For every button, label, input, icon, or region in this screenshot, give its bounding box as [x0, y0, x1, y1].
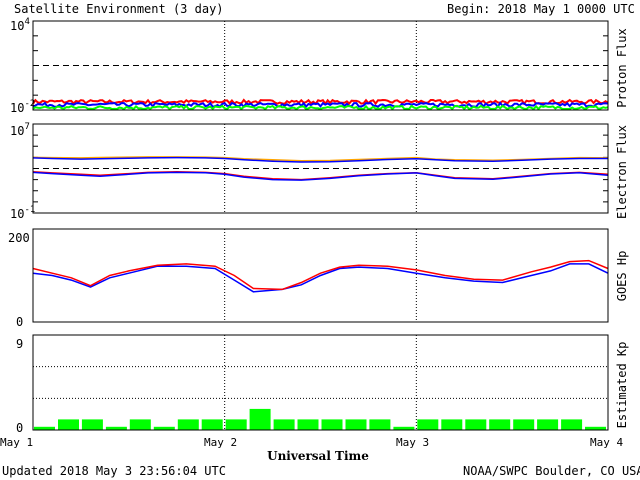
- kp-bar: [273, 419, 295, 430]
- kp-bar: [345, 419, 367, 430]
- xtick-may-4: May 4: [590, 436, 623, 449]
- x-axis-label: Universal Time: [267, 449, 369, 463]
- figure-title: Satellite Environment (3 day): [14, 2, 224, 16]
- proton-flux-series-1: [32, 101, 609, 109]
- xtick-may-1: May 1: [0, 436, 33, 449]
- electron-flux-panel: [32, 123, 609, 214]
- panel-frame: [32, 334, 609, 431]
- electron-series-1: [32, 156, 608, 163]
- kp-bar: [58, 419, 79, 430]
- xtick-may-3: May 3: [396, 436, 429, 449]
- kp-bar: [369, 419, 391, 430]
- kp-bar: [465, 419, 487, 430]
- kp-ytick-bottom: 0: [16, 421, 23, 435]
- kp-bar: [34, 426, 55, 430]
- goes-hp-label: GOES Hp: [615, 251, 629, 302]
- kp-bar: [441, 419, 463, 430]
- kp-bar: [537, 419, 559, 430]
- updated-timestamp: Updated 2018 May 3 23:56:04 UTC: [2, 464, 226, 478]
- kp-bar: [105, 426, 127, 430]
- proton-flux-series-2: [32, 104, 609, 111]
- xtick-may-2: May 2: [204, 436, 237, 449]
- kp-bar: [297, 419, 319, 430]
- electron-series-3: [32, 171, 609, 181]
- proton-flux-series-0: [32, 98, 609, 106]
- kp-bar: [225, 419, 247, 430]
- proton-ytick-top: 104: [10, 17, 30, 33]
- hp-ytick-top: 200: [8, 231, 30, 245]
- kp-bar: [177, 419, 199, 430]
- electron-flux-label: Electron Flux: [615, 125, 629, 219]
- credit-label: NOAA/SWPC Boulder, CO USA: [463, 464, 640, 478]
- kp-bar: [393, 426, 415, 430]
- kp-bar: [561, 419, 583, 430]
- hp-series-1: [32, 259, 609, 291]
- panel-frame: [32, 228, 609, 323]
- hp-series-0: [32, 263, 609, 293]
- kp-bar: [417, 419, 439, 430]
- proton-ytick-bottom: 10-2: [10, 99, 35, 115]
- kp-bar: [129, 419, 151, 430]
- proton-flux-label: Proton Flux: [615, 28, 629, 107]
- proton-flux-panel: [32, 20, 609, 111]
- goes-hp-panel: [32, 228, 609, 323]
- kp-bar: [321, 419, 343, 430]
- panel-frame: [32, 20, 609, 111]
- kp-bar: [249, 408, 271, 430]
- estimated-kp-panel: [32, 334, 609, 431]
- kp-bar: [201, 419, 223, 430]
- begin-label: Begin: 2018 May 1 0000 UTC: [447, 2, 635, 16]
- hp-ytick-bottom: 0: [16, 315, 23, 329]
- electron-series-0: [32, 156, 609, 162]
- kp-bar: [513, 419, 535, 430]
- kp-bar: [489, 419, 511, 430]
- panel-frame: [32, 123, 609, 214]
- kp-bar: [585, 426, 606, 430]
- kp-bar: [81, 419, 103, 430]
- electron-ytick-top: 107: [10, 122, 30, 138]
- electron-ytick-bottom: 10-1: [10, 205, 35, 221]
- kp-ytick-top: 9: [16, 337, 23, 351]
- kp-bar: [153, 426, 175, 430]
- estimated-kp-label: Estimated Kp: [615, 342, 629, 429]
